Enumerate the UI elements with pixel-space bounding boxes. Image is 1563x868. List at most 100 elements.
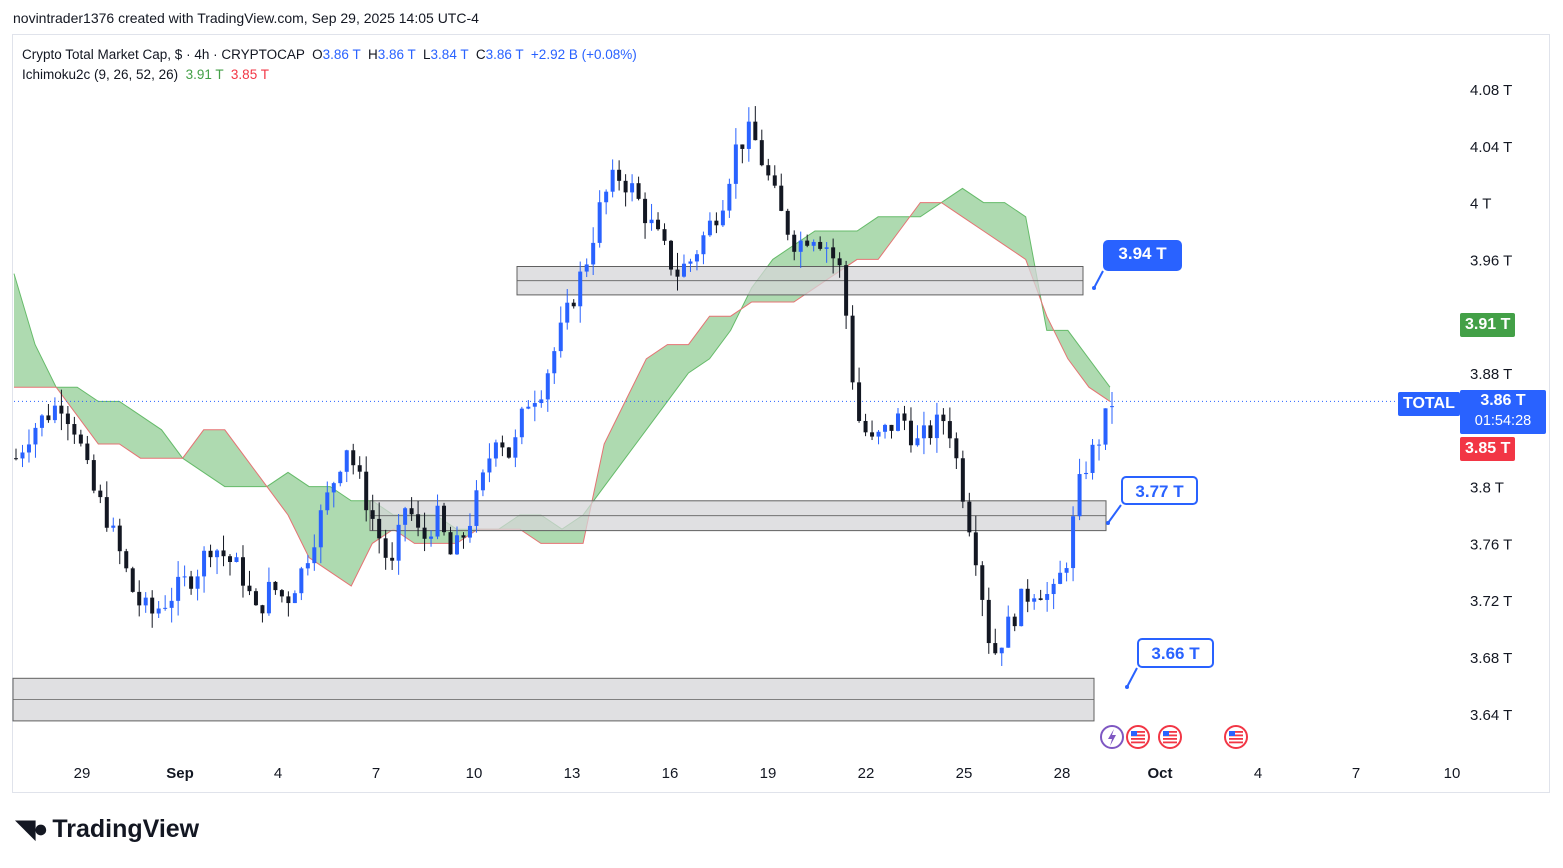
candle-body xyxy=(409,508,414,515)
candle-body xyxy=(707,220,712,236)
candle xyxy=(143,592,148,613)
candle-body xyxy=(344,450,349,472)
candle-body xyxy=(617,169,622,181)
candle-body xyxy=(215,550,220,558)
candle xyxy=(1077,458,1082,521)
candle-body xyxy=(150,597,155,614)
candle-body xyxy=(234,557,239,563)
flag-stripe xyxy=(1131,734,1145,737)
callout-anchor-1 xyxy=(1106,521,1110,525)
legend-symbol[interactable]: Crypto Total Market Cap, $ · 4h · CRYPTO… xyxy=(22,47,305,62)
us-flag-icon[interactable] xyxy=(1224,725,1248,749)
time-tick-label: 28 xyxy=(1054,765,1071,782)
candle xyxy=(980,561,985,617)
flag-stripe xyxy=(1131,731,1145,733)
candle xyxy=(487,443,492,483)
candle-body xyxy=(247,585,252,592)
candle xyxy=(785,208,790,241)
price-tick-label: 3.96 T xyxy=(1470,252,1512,269)
candle xyxy=(253,588,258,606)
us-flag-icon[interactable] xyxy=(1126,725,1150,749)
legend-low-value: 3.84 T xyxy=(430,47,469,62)
time-tick-label: 13 xyxy=(564,765,581,782)
candle-body xyxy=(500,442,505,448)
candle-body xyxy=(351,450,356,466)
candle-body xyxy=(390,557,395,561)
candle-body xyxy=(643,198,648,224)
legend-close-label: C xyxy=(475,47,486,62)
candle-body xyxy=(59,405,64,414)
candle xyxy=(202,546,207,593)
flag-stripe xyxy=(1229,731,1243,733)
price-badge-value: 3.86 T xyxy=(1480,392,1526,409)
candle-body xyxy=(39,415,44,428)
price-tick-label: 3.64 T xyxy=(1470,707,1512,724)
candle xyxy=(279,589,284,603)
candle xyxy=(617,160,622,191)
lightning-icon[interactable] xyxy=(1100,725,1124,749)
candle xyxy=(467,513,472,543)
candle xyxy=(422,512,427,552)
ichimoku-span-b xyxy=(14,202,1111,587)
candle-body xyxy=(111,525,116,528)
candle-body xyxy=(876,431,881,437)
candle-body xyxy=(318,510,323,548)
candle xyxy=(753,106,758,141)
tradingview-logo: ◥● TradingView xyxy=(16,814,199,844)
time-tick-label: 7 xyxy=(372,765,380,782)
candle xyxy=(163,595,168,611)
candle xyxy=(578,261,583,323)
legend-indicator[interactable]: Ichimoku2c (9, 26, 52, 26) xyxy=(22,67,179,82)
candle xyxy=(461,532,466,549)
candle xyxy=(72,416,77,444)
chart-frame[interactable] xyxy=(12,34,1550,793)
candle xyxy=(558,306,563,358)
candle xyxy=(837,252,842,278)
candle-body xyxy=(448,532,453,555)
flag-stripe xyxy=(1163,741,1177,744)
candle-body xyxy=(727,183,732,211)
flag-stripe xyxy=(1131,738,1145,740)
candle xyxy=(908,407,913,453)
candle-body xyxy=(467,525,472,538)
candle-body xyxy=(266,581,271,614)
callout-connector-0 xyxy=(1093,270,1104,289)
callout-3-66[interactable]: 3.66 T xyxy=(1137,638,1214,668)
candle xyxy=(694,250,699,271)
candle-body xyxy=(253,591,258,606)
candle xyxy=(714,212,719,234)
candle-body xyxy=(941,414,946,422)
candle xyxy=(792,230,797,261)
candle xyxy=(383,529,388,570)
candle-body xyxy=(117,525,122,552)
candle xyxy=(14,448,18,461)
candle-body xyxy=(493,442,498,459)
candle xyxy=(857,367,862,423)
us-flag-icon[interactable] xyxy=(1158,725,1182,749)
candle xyxy=(1058,560,1063,585)
candle xyxy=(707,212,712,237)
candle xyxy=(78,429,83,447)
candle xyxy=(552,347,557,384)
candle xyxy=(999,647,1004,666)
candle-body xyxy=(364,471,369,511)
candle xyxy=(1090,438,1095,480)
candle-body xyxy=(1110,406,1114,408)
candle-body xyxy=(182,576,187,578)
callout-3-77[interactable]: 3.77 T xyxy=(1121,476,1198,505)
candle-body xyxy=(921,425,926,439)
candle xyxy=(772,165,777,189)
flag-canton xyxy=(1229,731,1235,736)
callout-3-94[interactable]: 3.94 T xyxy=(1103,240,1182,271)
candle xyxy=(208,544,213,568)
time-tick-label: Sep xyxy=(166,765,194,782)
candle xyxy=(733,128,738,199)
price-tick-label: 3.8 T xyxy=(1470,480,1504,497)
flag-canton xyxy=(1163,731,1169,736)
legend-symbol-row: Crypto Total Market Cap, $ · 4h · CRYPTO… xyxy=(22,45,637,65)
candle xyxy=(111,517,116,532)
candle-body xyxy=(429,536,434,539)
candle-body xyxy=(46,415,51,421)
candle xyxy=(189,570,194,595)
